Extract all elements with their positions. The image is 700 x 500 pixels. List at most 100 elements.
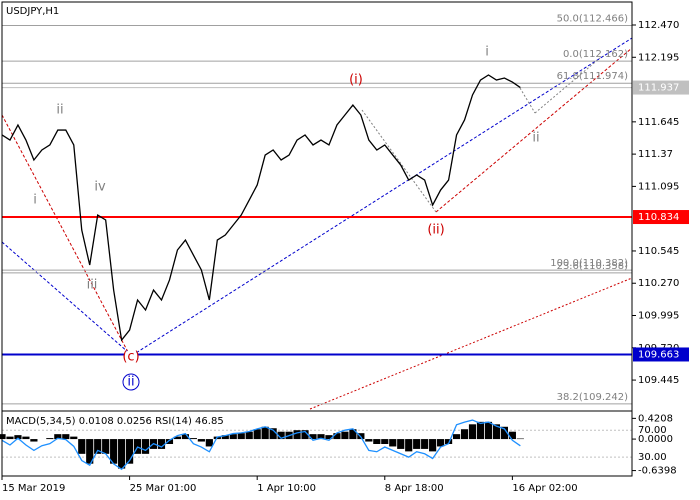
- macd-bar: [205, 439, 213, 447]
- macd-bar: [500, 426, 508, 440]
- trend-line: [435, 47, 633, 213]
- macd-bar: [6, 436, 14, 440]
- macd-bar: [181, 434, 190, 440]
- plot-layer: 50.0(112.466) 0.0(112.162) 61.8(111.974) 10…: [0, 13, 632, 471]
- wave-label: ii: [127, 375, 134, 390]
- macd-bar: [165, 439, 174, 444]
- macd-bar: [468, 424, 477, 440]
- chart-title: USDJPY,H1: [6, 6, 59, 17]
- wave-label: i: [33, 193, 37, 208]
- macd-bar: [301, 430, 309, 440]
- macd-bar: [157, 439, 166, 449]
- macd-bar: [492, 424, 501, 440]
- frame: [1, 1, 633, 477]
- macd-bar: [508, 431, 516, 440]
- macd-bar: [70, 436, 78, 440]
- macd-bar: [452, 434, 461, 440]
- macd-bar: [141, 439, 150, 454]
- macd-bar: [14, 435, 22, 440]
- macd-bar: [261, 426, 269, 440]
- macd-bar: [118, 439, 126, 469]
- wave-circle: [122, 373, 140, 391]
- y2-tick-label: 30.00: [638, 452, 667, 463]
- wave-label: (ii): [427, 223, 444, 238]
- macd-bar: [173, 436, 182, 440]
- macd-bar: [325, 435, 333, 440]
- macd-bar: [253, 429, 261, 440]
- y2-tick-label: 70.00: [638, 425, 667, 436]
- price-box: [633, 80, 689, 95]
- wave-circle: [124, 350, 138, 364]
- x-tick-label: 1 Apr 10:00: [257, 483, 316, 494]
- x-tick-label: 15 Mar 2019: [2, 483, 65, 494]
- macd-bar: [245, 431, 253, 440]
- indicator-title: MACD(5,34,5) 0.0108 0.0256 RSI(14) 46.85: [6, 416, 224, 427]
- macd-bar: [30, 439, 38, 442]
- macd-bar: [333, 433, 341, 440]
- price-box-label: 110.834: [638, 212, 679, 223]
- macd-bar: [437, 439, 445, 447]
- trend-line: [519, 87, 536, 114]
- y-tick-label: 0.4208: [638, 413, 673, 424]
- macd-bar: [397, 439, 405, 449]
- y-tick-label: -0.6398: [638, 466, 677, 477]
- wave-label: i: [485, 45, 489, 60]
- y-tick-label: 111.37: [638, 149, 673, 160]
- macd-bar: [365, 439, 373, 442]
- macd-bar: [102, 439, 110, 454]
- y-tick-label: 112.195: [638, 52, 679, 63]
- macd-bar: [197, 439, 205, 442]
- macd-bar: [484, 421, 493, 440]
- macd-bar: [78, 439, 86, 454]
- fib-label: 0.0(112.162): [563, 49, 628, 60]
- price-box-label: 111.937: [638, 83, 679, 94]
- macd-bar: [389, 439, 397, 447]
- macd-bar: [62, 434, 70, 440]
- macd-bar: [0, 434, 6, 440]
- price-box-label: 109.663: [638, 349, 679, 360]
- y-tick-label: 0.0000: [638, 434, 673, 445]
- macd-bar: [317, 434, 325, 440]
- wave-label: iii: [87, 278, 98, 293]
- macd-bar: [444, 439, 453, 444]
- macd-bar: [413, 439, 421, 449]
- macd-bar: [229, 434, 237, 440]
- wave-label: ii: [56, 103, 63, 118]
- macd-bar: [476, 421, 485, 440]
- macd-bar: [516, 438, 524, 440]
- macd-bar: [86, 439, 94, 464]
- y-tick-label: 110.545: [638, 246, 679, 257]
- macd-bar: [341, 431, 349, 440]
- x-tick-label: 16 Apr 02:00: [512, 483, 577, 494]
- macd-bar: [460, 429, 469, 440]
- macd-bar: [373, 439, 381, 444]
- macd-bar: [381, 439, 389, 444]
- macd-bar: [237, 433, 245, 440]
- macd-bar: [46, 438, 54, 440]
- wave-label: (i): [349, 73, 363, 88]
- fib-label: 23.6(110.358): [557, 261, 629, 272]
- fib-label: 38.2(109.242): [557, 392, 629, 403]
- wave-label: (c): [122, 350, 139, 365]
- macd-bar: [22, 436, 30, 440]
- macd-bar: [189, 438, 197, 440]
- macd-bar: [269, 428, 277, 440]
- y-tick-label: 111.095: [638, 181, 679, 192]
- fib-label: 100.0(110.382): [550, 258, 628, 269]
- macd-bar: [110, 439, 118, 464]
- y-tick-label: 109.995: [638, 311, 679, 322]
- y-tick-label: 110.270: [638, 278, 679, 289]
- macd-bar: [94, 439, 102, 454]
- macd-bar: [405, 439, 413, 452]
- macd-bar: [429, 439, 437, 452]
- macd-bar: [349, 429, 357, 440]
- y-tick-label: 109.445: [638, 375, 679, 386]
- y-tick-label: 112.470: [638, 20, 679, 31]
- x-tick-label: 8 Apr 18:00: [385, 483, 444, 494]
- price-box: [633, 210, 689, 225]
- x-tick-label: 25 Mar 01:00: [130, 483, 197, 494]
- fib-label: 61.8(111.974): [557, 71, 629, 82]
- trend-line: [1, 241, 129, 353]
- price-line: [1, 74, 521, 342]
